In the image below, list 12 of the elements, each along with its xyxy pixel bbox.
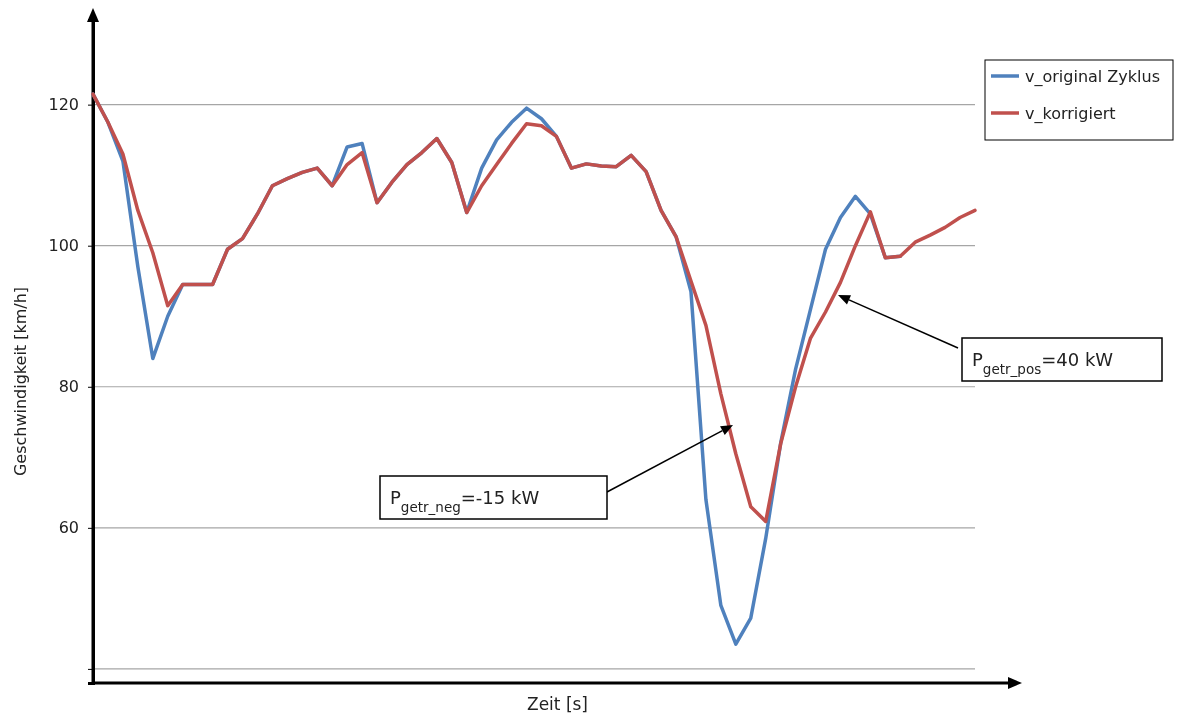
y-tick-label: 120 xyxy=(48,95,79,115)
y-tick-label: 80 xyxy=(58,377,79,397)
legend-label: v_korrigiert xyxy=(1025,104,1116,124)
y-tick-label: 60 xyxy=(58,518,79,538)
y-axis-title: Geschwindigkeit [km/h] xyxy=(11,286,30,477)
callout-box: P$_{getr_pos}$=40 kW xyxy=(961,337,1163,382)
annotation: P$_{getr_pos}$=40 kW xyxy=(972,349,1114,377)
legend-label: v_original Zyklus xyxy=(1025,67,1160,87)
annotation: P$_{getr_neg}$=-15 kW xyxy=(390,487,540,515)
callout-box: P$_{getr_neg}$=-15 kW xyxy=(379,475,608,520)
x-axis-title: Zeit [s] xyxy=(526,694,589,714)
y-tick-label: 100 xyxy=(48,236,79,256)
